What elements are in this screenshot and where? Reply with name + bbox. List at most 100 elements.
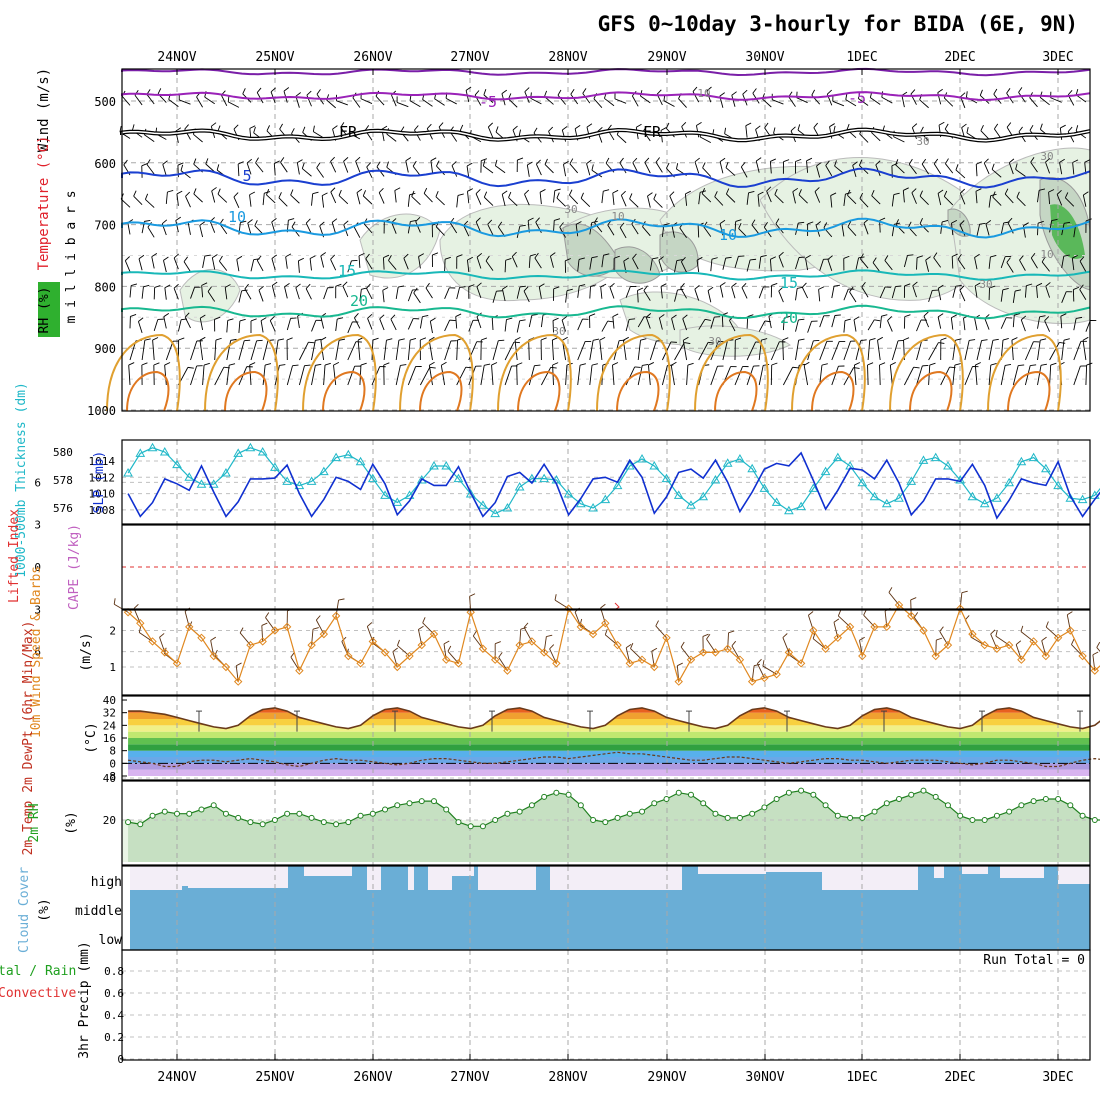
barb-flag (271, 254, 277, 259)
barb-staff (707, 290, 712, 303)
wind-barb (199, 336, 206, 361)
barb-staff (889, 365, 893, 386)
rh2m-marker (602, 819, 609, 826)
wind-speed-marker (478, 644, 488, 653)
rh2m-marker (1006, 808, 1013, 815)
barb-flag (887, 316, 893, 321)
barb-flag (702, 162, 706, 168)
barb-flag (923, 311, 929, 317)
barb-flag (589, 313, 596, 317)
wind-barb (1082, 191, 1089, 207)
barb-staff (782, 339, 784, 361)
barb-staff (988, 256, 991, 269)
wind-barb (903, 283, 911, 298)
barb-flag (582, 88, 587, 94)
wind-barb (347, 321, 359, 334)
wind-barb (742, 89, 748, 106)
barb-flag (1020, 625, 1024, 632)
barb-staff (950, 317, 954, 330)
barb-flag (312, 191, 319, 195)
wind-barb (407, 318, 420, 330)
barb-flag (554, 218, 561, 221)
barb-staff (444, 340, 452, 361)
temp2m-fill-group (128, 707, 1090, 776)
barb-staff (619, 227, 627, 239)
barb-flag (872, 257, 877, 263)
barb-flag (524, 87, 530, 93)
wind-barb (466, 162, 473, 178)
barb-flag (783, 159, 790, 163)
wind-barb (286, 337, 293, 361)
barb-flag (806, 157, 813, 162)
barb-flag (131, 283, 138, 286)
rh2m-marker (235, 814, 242, 821)
wind-barb (420, 366, 436, 386)
wind-barb (217, 188, 228, 203)
barb-staff (916, 319, 922, 332)
barb-flag (714, 191, 718, 197)
wind-speed-marker (258, 637, 267, 646)
barb-flag (362, 190, 366, 197)
barb-flag (1018, 364, 1025, 367)
wind-barb (671, 314, 677, 331)
barb-flag (164, 362, 171, 366)
barb-flag (1067, 90, 1073, 96)
barb-flag (920, 126, 924, 133)
barb-staff (514, 340, 518, 361)
wind-speed-marker (197, 633, 206, 643)
barb-flag (680, 641, 685, 648)
barb-flag (955, 338, 962, 341)
barb-staff (721, 315, 724, 328)
barb-flag (607, 124, 612, 130)
wind-barb (124, 256, 131, 272)
wind-barb (1073, 365, 1087, 386)
barb-flag (916, 255, 923, 259)
barb-staff (353, 226, 361, 238)
wind-barb (988, 362, 997, 386)
barb-staff (853, 365, 857, 386)
wind-barb (428, 361, 435, 386)
barb-staff (974, 285, 978, 298)
slp-tick-label: 1010 (89, 488, 116, 501)
barb-staff (795, 319, 799, 332)
barb-staff (698, 342, 709, 361)
barb-flag (757, 191, 764, 196)
barb-flag (312, 125, 315, 132)
wind-barb (516, 319, 526, 333)
wind-barb (807, 339, 820, 361)
wind-barb (988, 254, 997, 269)
barb-staff (952, 365, 956, 386)
barb-staff (378, 192, 385, 204)
wind-barb (591, 164, 603, 178)
barb-flag (1030, 364, 1037, 367)
barb-flag (933, 252, 938, 258)
barb-flag (1006, 257, 1011, 263)
thickness-marker (796, 501, 806, 511)
barb-staff (863, 222, 869, 235)
barb-staff (1061, 340, 1065, 361)
barb-flag (266, 125, 270, 131)
barb-flag (159, 633, 165, 638)
barb-flag (612, 362, 619, 366)
wind-barb (347, 341, 362, 361)
wind-barb (296, 159, 303, 175)
barb-staff (1030, 162, 1038, 173)
barb-staff (637, 340, 641, 361)
barb-flag (782, 633, 788, 638)
isotherm-25 (497, 333, 572, 412)
barb-staff (904, 367, 914, 386)
rh2m-marker (504, 810, 511, 817)
barb-flag (778, 251, 784, 257)
wind-barb (456, 193, 464, 208)
wind-barb (220, 90, 228, 107)
barb-staff (1008, 162, 1014, 175)
barb-flag (559, 222, 564, 228)
isotherm-label: 20 (350, 292, 368, 310)
barb-staff (262, 193, 265, 206)
barb-flag (966, 127, 969, 134)
barb-staff (405, 160, 409, 173)
barb-staff (974, 365, 978, 386)
barb-staff (853, 319, 857, 332)
barb-staff (859, 133, 869, 143)
barb-flag (652, 257, 659, 260)
